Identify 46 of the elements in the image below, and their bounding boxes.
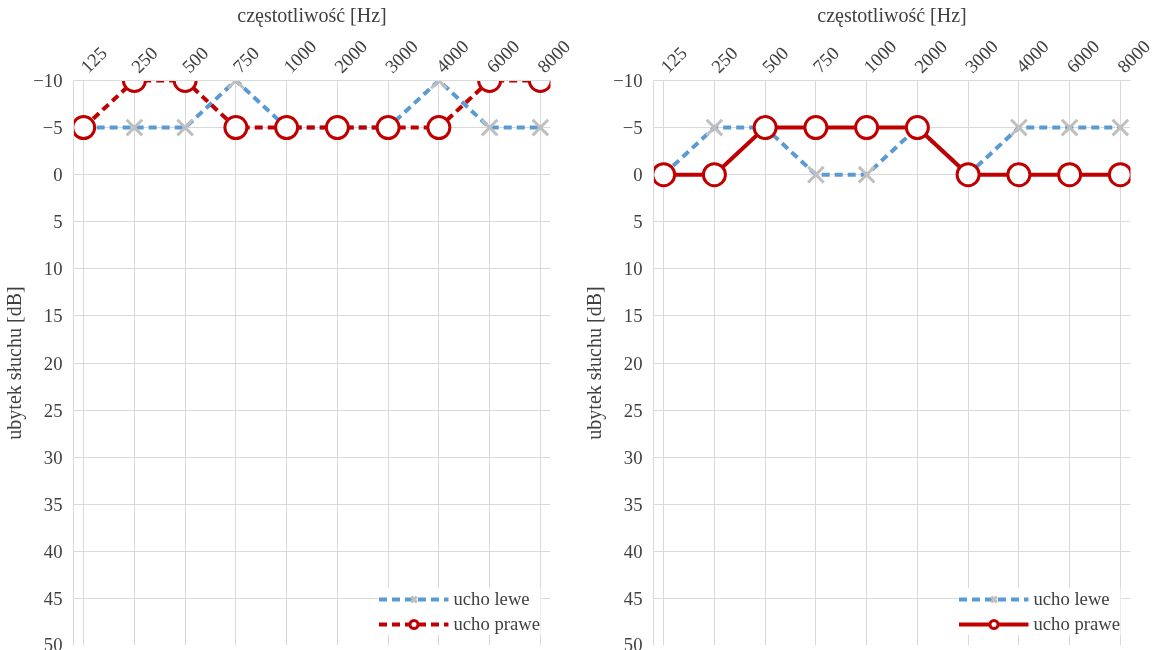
x-tick-label: 4000 [431, 35, 473, 77]
x-tick-label: 125 [656, 42, 691, 77]
x-tick-label: 750 [808, 42, 844, 77]
y-tick-label: 35 [623, 493, 643, 515]
x-tick-label: 4000 [1011, 35, 1053, 77]
y-tick-label: 5 [53, 211, 63, 233]
y-tick-label: 30 [623, 446, 643, 468]
legend-label: ucho prawe [1033, 613, 1120, 635]
x-tick-label: 250 [126, 42, 162, 77]
x-tick-label: 500 [757, 42, 793, 77]
y-tick-label: 50 [623, 633, 643, 650]
x-tick-label: 6000 [1062, 35, 1104, 77]
x-tick-label: 125 [76, 42, 111, 77]
x-axis-title: częstotliwość [Hz] [817, 3, 967, 27]
y-tick-label: 45 [43, 587, 63, 609]
x-tick-label: 750 [228, 42, 264, 77]
y-tick-label: 40 [43, 540, 63, 562]
y-axis-title: ubytek słuchu [dB] [3, 286, 27, 440]
y-axis-title: ubytek słuchu [dB] [583, 286, 607, 440]
y-tick-label: 35 [43, 493, 63, 515]
y-tick-label: 40 [623, 540, 643, 562]
y-tick-label: 50 [43, 633, 63, 650]
y-tick-label: −10 [613, 70, 643, 91]
y-tick-label: −5 [42, 117, 63, 139]
x-tick-label: 500 [177, 42, 213, 77]
y-tick-label: −5 [622, 117, 643, 139]
y-tick-label: 25 [623, 399, 643, 421]
x-tick-label: 6000 [482, 35, 524, 77]
y-tick-label: 0 [53, 164, 63, 186]
y-tick-label: 10 [623, 258, 643, 280]
y-tick-label: 20 [43, 352, 63, 374]
legend-label: ucho lewe [453, 588, 530, 610]
y-tick-label: 25 [43, 399, 63, 421]
legend-label: ucho lewe [1033, 588, 1110, 610]
legend-label: ucho prawe [453, 613, 540, 635]
y-tick-label: 15 [43, 305, 63, 327]
x-axis-title: częstotliwość [Hz] [237, 3, 387, 27]
y-tick-label: 10 [43, 258, 63, 280]
y-tick-label: 5 [633, 211, 643, 233]
y-tick-label: 0 [633, 164, 643, 186]
y-tick-label: 15 [623, 305, 643, 327]
x-tick-label: 250 [706, 42, 742, 77]
y-tick-label: −10 [33, 70, 63, 91]
y-tick-label: 45 [623, 587, 643, 609]
y-tick-label: 20 [623, 352, 643, 374]
y-tick-label: 30 [43, 446, 63, 468]
